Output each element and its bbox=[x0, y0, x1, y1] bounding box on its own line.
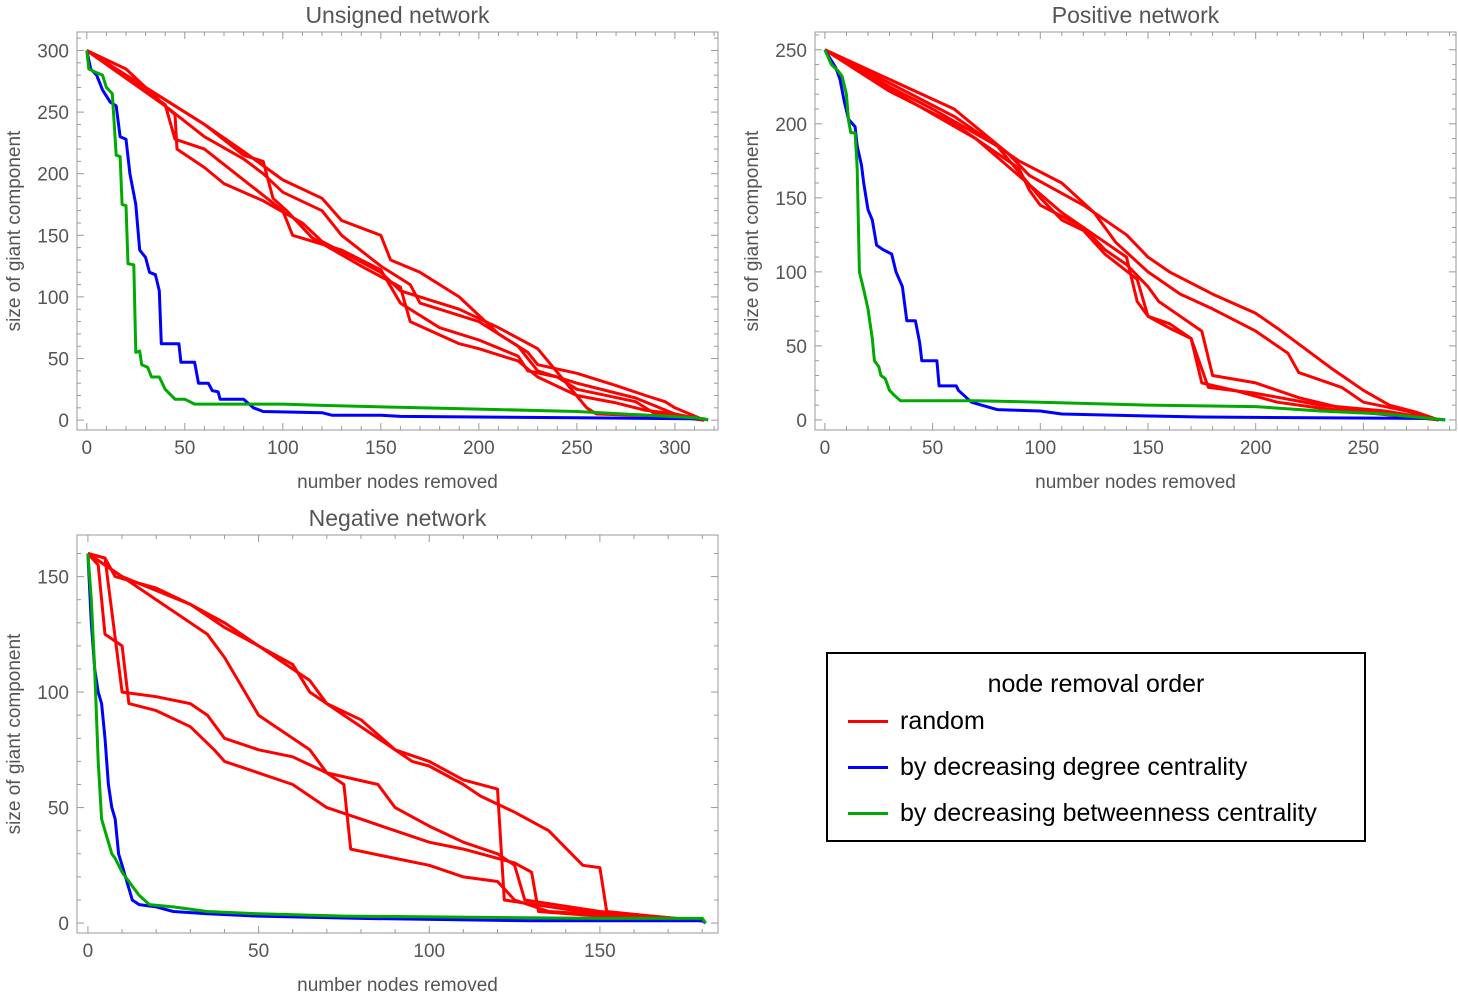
legend-label: random bbox=[900, 706, 985, 735]
x-tick-label: 0 bbox=[82, 438, 93, 459]
plot-frame bbox=[76, 534, 719, 934]
y-tick-label: 50 bbox=[786, 337, 807, 358]
x-tick-label: 100 bbox=[267, 438, 299, 459]
y-axis-label: size of giant component bbox=[4, 130, 25, 331]
x-tick-label: 100 bbox=[1024, 438, 1056, 459]
x-tick-label: 0 bbox=[820, 438, 831, 459]
series-line-random bbox=[87, 552, 703, 923]
series-line-random bbox=[87, 552, 703, 923]
y-tick-label: 250 bbox=[37, 103, 69, 124]
series-line-random bbox=[87, 552, 703, 923]
series-line-by-decreasing-degree-centrality bbox=[85, 50, 709, 422]
series-line-random bbox=[824, 48, 1440, 422]
series-line-random bbox=[85, 49, 705, 422]
y-tick-label: 50 bbox=[48, 350, 69, 371]
x-axis-label: number nodes removed bbox=[1035, 472, 1236, 493]
x-tick-label: 200 bbox=[1240, 438, 1272, 459]
y-tick-label: 200 bbox=[775, 115, 807, 136]
y-axis-label: size of giant component bbox=[4, 633, 25, 834]
y-tick-label: 300 bbox=[37, 41, 69, 62]
chart-title: Negative network bbox=[309, 505, 487, 531]
x-tick-label: 50 bbox=[922, 438, 943, 459]
y-tick-label: 0 bbox=[58, 411, 69, 432]
series-line-random bbox=[86, 49, 705, 422]
legend-swatch-green bbox=[848, 811, 888, 815]
x-axis-label: number nodes removed bbox=[297, 975, 498, 996]
x-axis-label: number nodes removed bbox=[297, 472, 498, 493]
series-line-random bbox=[87, 552, 703, 923]
x-tick-label: 150 bbox=[584, 941, 616, 962]
y-tick-label: 100 bbox=[775, 263, 807, 284]
series-line-random bbox=[824, 48, 1440, 422]
y-tick-label: 250 bbox=[775, 41, 807, 62]
series-line-by-decreasing-betweenness-centrality bbox=[85, 50, 709, 422]
series-line-by-decreasing-degree-centrality bbox=[823, 49, 1446, 422]
y-tick-label: 50 bbox=[48, 799, 69, 820]
legend: node removal order random by decreasing … bbox=[826, 652, 1366, 842]
legend-item-degree: by decreasing degree centrality bbox=[848, 752, 1247, 782]
legend-item-random: random bbox=[848, 706, 985, 736]
series-line-random bbox=[86, 49, 705, 422]
y-tick-label: 0 bbox=[58, 914, 69, 935]
chart-title: Unsigned network bbox=[305, 2, 490, 28]
plot-frame bbox=[814, 31, 1457, 431]
legend-item-betweenness: by decreasing betweenness centrality bbox=[848, 798, 1317, 828]
y-tick-label: 200 bbox=[37, 165, 69, 186]
legend-swatch-blue bbox=[848, 765, 888, 769]
x-tick-label: 250 bbox=[1348, 438, 1380, 459]
chart-title: Positive network bbox=[1052, 2, 1220, 28]
y-tick-label: 150 bbox=[37, 568, 69, 589]
series-line-by-decreasing-degree-centrality bbox=[86, 553, 707, 925]
y-tick-label: 150 bbox=[775, 189, 807, 210]
x-tick-label: 250 bbox=[561, 438, 593, 459]
x-tick-label: 50 bbox=[248, 941, 269, 962]
x-tick-label: 0 bbox=[83, 941, 94, 962]
series-line-by-decreasing-betweenness-centrality bbox=[823, 49, 1446, 422]
series-line-random bbox=[85, 49, 705, 422]
series-line-random bbox=[86, 552, 703, 923]
x-tick-label: 150 bbox=[365, 438, 397, 459]
x-tick-label: 50 bbox=[174, 438, 195, 459]
legend-title: node removal order bbox=[987, 670, 1205, 698]
y-axis-label: size of giant component bbox=[742, 130, 763, 331]
series-line-by-decreasing-betweenness-centrality bbox=[86, 553, 707, 924]
y-tick-label: 100 bbox=[37, 683, 69, 704]
legend-label: by decreasing betweenness centrality bbox=[900, 798, 1317, 827]
legend-swatch-red bbox=[848, 719, 888, 723]
y-tick-label: 150 bbox=[37, 226, 69, 247]
plot-frame bbox=[76, 31, 719, 431]
legend-label: by decreasing degree centrality bbox=[900, 752, 1248, 781]
series-line-random bbox=[824, 48, 1440, 422]
y-tick-label: 100 bbox=[37, 288, 69, 309]
x-tick-label: 100 bbox=[413, 941, 445, 962]
x-tick-label: 150 bbox=[1132, 438, 1164, 459]
x-tick-label: 200 bbox=[463, 438, 495, 459]
x-tick-label: 300 bbox=[659, 438, 691, 459]
series-line-random bbox=[86, 49, 705, 422]
y-tick-label: 0 bbox=[796, 411, 807, 432]
